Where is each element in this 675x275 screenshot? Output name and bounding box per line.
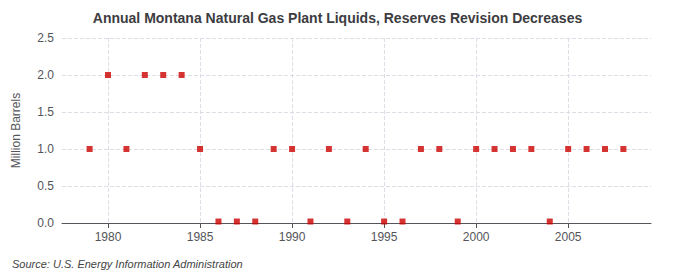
svg-text:Annual Montana Natural Gas Pla: Annual Montana Natural Gas Plant Liquids…	[93, 10, 583, 26]
svg-text:2.0: 2.0	[37, 68, 54, 82]
svg-text:0.0: 0.0	[37, 216, 54, 230]
svg-text:1985: 1985	[187, 230, 214, 244]
svg-text:2000: 2000	[463, 230, 490, 244]
svg-text:Million Barrels: Million Barrels	[9, 93, 23, 168]
svg-text:2005: 2005	[555, 230, 582, 244]
svg-text:1980: 1980	[95, 230, 122, 244]
svg-text:0.5: 0.5	[37, 179, 54, 193]
svg-text:Source: U.S. Energy Informatio: Source: U.S. Energy Information Administ…	[12, 258, 243, 270]
svg-text:1.0: 1.0	[37, 142, 54, 156]
svg-text:1995: 1995	[371, 230, 398, 244]
svg-text:2.5: 2.5	[37, 31, 54, 45]
svg-text:1.5: 1.5	[37, 105, 54, 119]
svg-text:1990: 1990	[279, 230, 306, 244]
